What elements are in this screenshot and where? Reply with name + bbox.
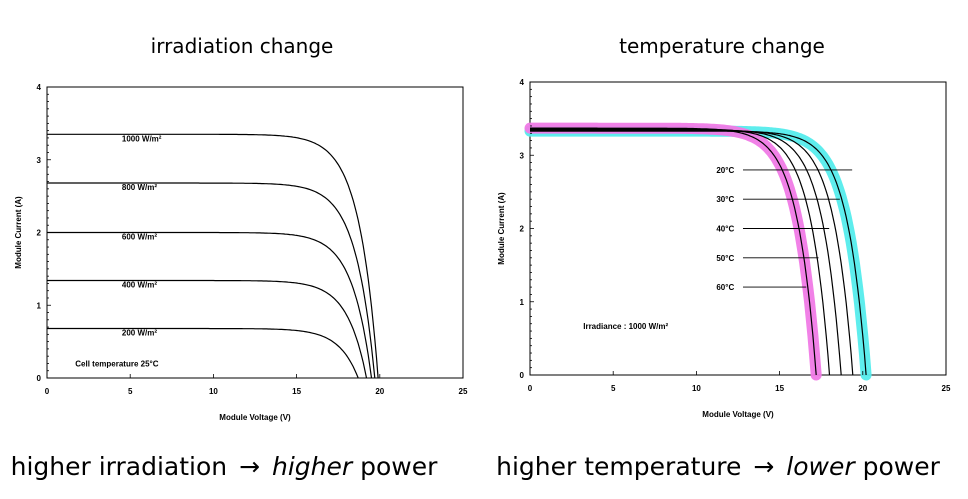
right-arrow-icon: → — [753, 452, 775, 481]
x-tick-label: 10 — [692, 384, 701, 393]
series-label: 400 W/m² — [122, 281, 157, 290]
series-line — [47, 182, 376, 379]
y-tick-label: 0 — [520, 371, 525, 380]
x-tick-label: 0 — [45, 387, 50, 396]
series-label: 20°C — [716, 166, 734, 175]
irradiation-chart: 0 1 2 3 4 0 5 10 15 20 25 Module Voltage (V) Module … — [14, 83, 468, 422]
x-tick-label: 25 — [459, 387, 468, 396]
series-line — [530, 128, 831, 376]
right-caption-prefix: higher temperature — [496, 452, 742, 481]
right-panel-title: temperature change — [619, 34, 825, 58]
y-tick-label: 3 — [37, 156, 42, 165]
x-tick-label: 20 — [375, 387, 384, 396]
series-label: 40°C — [716, 225, 734, 234]
x-tick-label: 15 — [292, 387, 301, 396]
right-caption: higher temperature → lower power — [488, 452, 948, 481]
x-axis-label: Module Voltage (V) — [219, 413, 291, 422]
left-caption-suffix: power — [360, 452, 438, 481]
left-caption: higher irradiation → higher power — [0, 452, 454, 481]
series-line — [530, 127, 817, 376]
series-label: 1000 W/m² — [122, 134, 162, 143]
right-arrow-icon: → — [239, 452, 261, 481]
temperature-chart: 0 1 2 3 4 0 5 10 15 20 25 Module Voltage (V) Module … — [497, 78, 951, 419]
series-label: 30°C — [716, 195, 734, 204]
y-axis-label: Module Current (A) — [14, 196, 23, 269]
x-tick-label: 20 — [858, 384, 867, 393]
series-label: 800 W/m² — [122, 183, 157, 192]
left-caption-emphasis: higher — [271, 452, 353, 481]
series-label: 50°C — [716, 254, 734, 263]
left-caption-prefix: higher irradiation — [10, 452, 228, 481]
series-line — [47, 327, 359, 379]
series-label: 60°C — [716, 283, 734, 292]
y-tick-label: 3 — [520, 151, 525, 160]
x-tick-label: 5 — [611, 384, 616, 393]
x-tick-label: 25 — [942, 384, 951, 393]
series-label: 600 W/m² — [122, 233, 157, 242]
series-line — [47, 133, 379, 379]
highlight-stroke-60°C — [524, 122, 822, 381]
series-line — [530, 129, 854, 376]
x-tick-label: 5 — [128, 387, 133, 396]
right-caption-suffix: power — [862, 452, 940, 481]
series-line — [530, 129, 842, 376]
series-line — [47, 279, 368, 379]
y-tick-label: 4 — [37, 83, 42, 92]
y-tick-label: 2 — [37, 229, 42, 238]
x-axis-label: Module Voltage (V) — [702, 410, 774, 419]
y-tick-label: 2 — [520, 225, 525, 234]
left-panel-title: irradiation change — [150, 34, 334, 58]
y-tick-label: 1 — [520, 298, 525, 307]
series-line — [530, 130, 867, 376]
series-label: 200 W/m² — [122, 329, 157, 338]
x-tick-label: 0 — [528, 384, 533, 393]
y-tick-label: 1 — [37, 301, 42, 310]
y-tick-label: 0 — [37, 374, 42, 383]
y-tick-label: 4 — [520, 78, 525, 87]
x-tick-label: 10 — [209, 387, 218, 396]
x-tick-label: 15 — [775, 384, 784, 393]
series-line — [47, 231, 373, 379]
right-caption-emphasis: lower — [786, 452, 855, 481]
annotation-text: Cell temperature 25°C — [75, 359, 158, 368]
y-axis-label: Module Current (A) — [497, 192, 506, 265]
annotation-text: Irradiance : 1000 W/m² — [583, 322, 668, 331]
